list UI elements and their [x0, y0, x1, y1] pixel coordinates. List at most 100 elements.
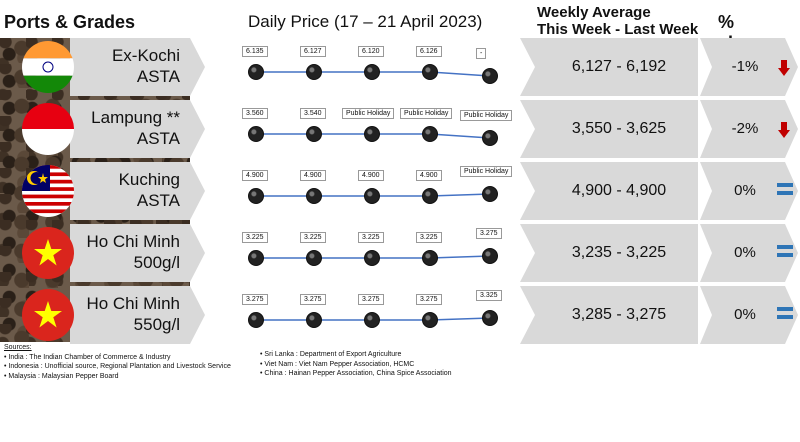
grade-label: Lampung ** ASTA: [91, 107, 180, 149]
grade-port: Ex-Kochi: [111, 46, 180, 65]
sources-block-right: Sri Lanka : Department of Export Agricul…: [260, 350, 452, 379]
pct-change-cell: [700, 100, 798, 158]
weekly-average-cell: [540, 38, 698, 96]
daily-price-label: 3.275: [416, 294, 442, 305]
indonesia-flag-icon: [22, 103, 74, 155]
daily-price-label: 3.225: [416, 232, 442, 243]
grade-label: Kuching ASTA: [119, 169, 180, 211]
pct-change-value: -1%: [731, 58, 759, 75]
peppercorn-marker-icon: [248, 250, 264, 266]
daily-price-label: 3.275: [300, 294, 326, 305]
daily-price-label: 3.275: [358, 294, 384, 305]
peppercorn-marker-icon: [364, 126, 380, 142]
daily-price-label: 4.900: [300, 170, 326, 181]
weekly-average-value: 4,900 - 4,900: [571, 182, 667, 199]
grade-label: Ex-Kochi ASTA: [112, 45, 180, 87]
vietnam-flag-icon: [22, 227, 74, 279]
weekly-average-cell: [540, 162, 698, 220]
peppercorn-marker-icon: [248, 312, 264, 328]
daily-price-label: 3.225: [358, 232, 384, 243]
daily-price-label: 4.900: [416, 170, 442, 181]
daily-price-label: Public Holiday: [460, 110, 513, 121]
grade-spec: 550g/l: [133, 315, 180, 334]
peppercorn-marker-icon: [364, 250, 380, 266]
peppercorn-marker-icon: [364, 64, 380, 80]
grade-spec: 500g/l: [133, 253, 180, 272]
pct-change-value: -2%: [731, 120, 759, 137]
daily-price-label: 6.135: [242, 46, 268, 57]
peppercorn-marker-icon: [306, 64, 322, 80]
peppercorn-marker-icon: [248, 188, 264, 204]
daily-price-label: 6.127: [300, 46, 326, 57]
daily-price-label: 3.275: [476, 228, 502, 239]
daily-price-label: Public Holiday: [342, 108, 395, 119]
grade-label: Ho Chi Minh 550g/l: [86, 293, 180, 335]
weekly-average-cell: [540, 224, 698, 282]
grade-port: Lampung **: [91, 108, 180, 127]
india-flag-icon: [22, 41, 74, 93]
peppercorn-marker-icon: [306, 126, 322, 142]
weekly-average-value: 3,550 - 3,625: [571, 120, 667, 137]
pct-change-cell: [700, 286, 798, 344]
peppercorn-marker-icon: [248, 126, 264, 142]
malaysia-flag-icon: [22, 165, 74, 217]
peppercorn-marker-icon: [482, 310, 498, 326]
price-row: Kuching ASTA 4.900 4.900 4.900 4.900 Public Ho…: [0, 162, 800, 220]
weekly-average-header-line2: This Week - Last Week: [537, 21, 699, 38]
sources-block: Sources: India : The Indian Chamber of C…: [4, 343, 231, 381]
price-row: Ho Chi Minh 550g/l 3.275 3.275 3.275 3.275 3.3…: [0, 286, 800, 344]
source-item: Sri Lanka : Department of Export Agricul…: [260, 350, 452, 360]
daily-price-label: 6.126: [416, 46, 442, 57]
daily-price-label: 3.325: [476, 290, 502, 301]
peppercorn-marker-icon: [422, 312, 438, 328]
grade-port: Kuching: [118, 170, 180, 189]
pct-change-value: 0%: [734, 306, 756, 323]
weekly-average-value: 3,285 - 3,275: [571, 306, 667, 323]
grade-spec: ASTA: [136, 191, 180, 210]
pct-change-cell: [700, 162, 798, 220]
weekly-average-cell: [540, 100, 698, 158]
peppercorn-marker-icon: [482, 68, 498, 84]
peppercorn-marker-icon: [306, 250, 322, 266]
peppercorn-marker-icon: [482, 186, 498, 202]
daily-price-label: 4.900: [358, 170, 384, 181]
peppercorn-marker-icon: [422, 126, 438, 142]
weekly-average-header: Weekly Average This Week - Last Week: [537, 4, 698, 38]
weekly-average-value: 6,127 - 6,192: [571, 58, 667, 75]
peppercorn-marker-icon: [306, 188, 322, 204]
daily-price-label: 3.560: [242, 108, 268, 119]
peppercorn-marker-icon: [422, 64, 438, 80]
price-row: Ex-Kochi ASTA 6.135 6.127 6.120 6.126 - 6,127 -…: [0, 38, 800, 96]
grade-spec: ASTA: [136, 67, 180, 86]
pct-change-cell: [700, 224, 798, 282]
down-arrow-icon: [778, 60, 790, 76]
source-item: China : Hainan Pepper Association, China…: [260, 369, 451, 379]
source-item: Indonesia : Unofficial source, Regional …: [4, 362, 230, 372]
pct-change-cell: [700, 38, 798, 96]
daily-price-label: 3.275: [242, 294, 268, 305]
source-item: India : The Indian Chamber of Commerce &…: [4, 353, 231, 363]
peppercorn-marker-icon: [482, 248, 498, 264]
daily-price-header: Daily Price (17 – 21 April 2023): [248, 12, 483, 31]
peppercorn-marker-icon: [364, 312, 380, 328]
peppercorn-marker-icon: [248, 64, 264, 80]
source-item: Malaysia : Malaysian Pepper Board: [4, 372, 231, 382]
peppercorn-marker-icon: [482, 130, 498, 146]
peppercorn-marker-icon: [422, 250, 438, 266]
daily-price-label: Public Holiday: [400, 108, 453, 119]
price-row: Lampung ** ASTA 3.560 3.540 Public Holiday Pu…: [0, 100, 800, 158]
equal-sign-icon: [777, 307, 793, 321]
weekly-average-value: 3,235 - 3,225: [571, 244, 667, 261]
peppercorn-marker-icon: [364, 188, 380, 204]
grade-port: Ho Chi Minh: [86, 294, 180, 313]
down-arrow-icon: [778, 122, 790, 138]
daily-price-label: 4.900: [242, 170, 268, 181]
sources-title: Sources:: [4, 344, 32, 351]
pct-change-value: 0%: [734, 182, 756, 199]
equal-sign-icon: [777, 245, 793, 259]
daily-price-label: 3.225: [300, 232, 326, 243]
pct-change-value: 0%: [734, 244, 756, 261]
daily-price-label: -: [476, 48, 487, 59]
grade-port: Ho Chi Minh: [86, 232, 180, 251]
peppercorn-marker-icon: [422, 188, 438, 204]
